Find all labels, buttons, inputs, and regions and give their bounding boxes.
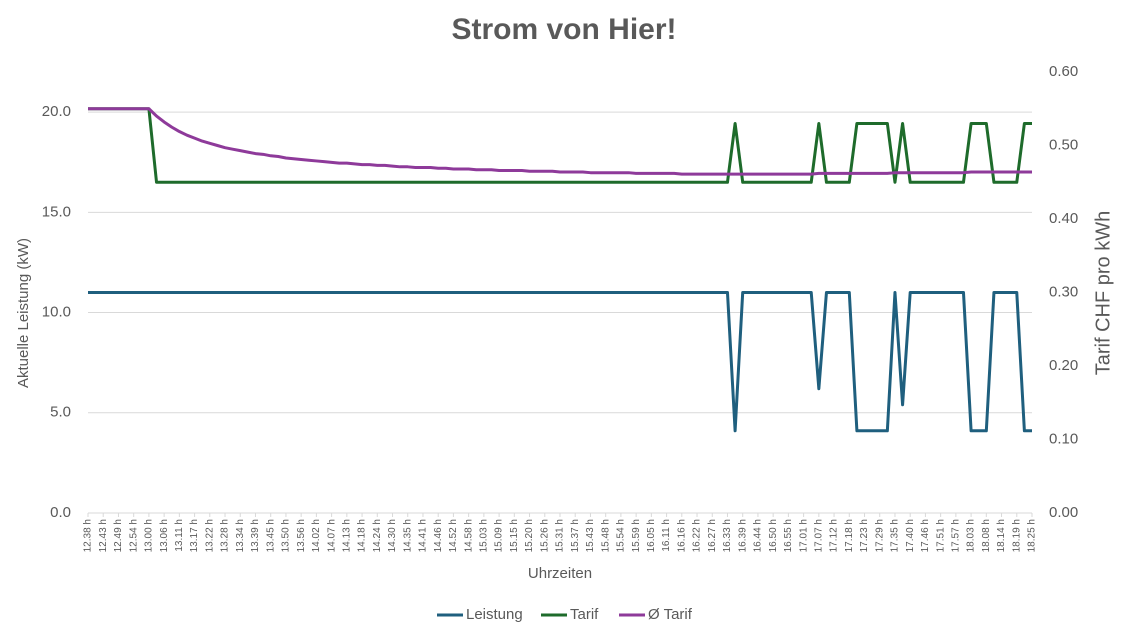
- x-tick-label: 18.03 h: [966, 519, 977, 552]
- y-tick-label: 20.0: [42, 103, 71, 120]
- y2-tick-label: 0.40: [1049, 210, 1078, 227]
- x-tick-label: 18.25 h: [1027, 519, 1038, 552]
- x-tick-label: 13.06 h: [159, 519, 170, 552]
- x-tick-label: 14.52 h: [448, 519, 459, 552]
- x-tick-label: 16.33 h: [722, 519, 733, 552]
- x-tick-label: 15.26 h: [539, 519, 550, 552]
- x-tick-label: 17.51 h: [935, 519, 946, 552]
- series-line: [88, 107, 1032, 176]
- x-tick-label: 12.38 h: [83, 519, 94, 552]
- x-tick-label: 16.44 h: [753, 519, 764, 552]
- x-tick-label: 18.08 h: [981, 519, 992, 552]
- x-tick-label: 13.39 h: [250, 519, 261, 552]
- x-tick-label: 16.05 h: [646, 519, 657, 552]
- x-tick-label: 14.24 h: [372, 519, 383, 552]
- x-tick-label: 13.56 h: [296, 519, 307, 552]
- x-tick-label: 16.55 h: [783, 519, 794, 552]
- y2-tick-label: 0.20: [1049, 357, 1078, 374]
- x-tick-label: 18.19 h: [1011, 519, 1022, 552]
- x-tick-label: 17.29 h: [874, 519, 885, 552]
- x-tick-label: 15.37 h: [570, 519, 581, 552]
- x-tick-label: 16.50 h: [768, 519, 779, 552]
- x-tick-label: 13.45 h: [265, 519, 276, 552]
- x-tick-label: 15.03 h: [479, 519, 490, 552]
- y2-tick-label: 0.30: [1049, 283, 1078, 300]
- y2-tick-label: 0.60: [1049, 63, 1078, 80]
- x-tick-label: 15.59 h: [631, 519, 642, 552]
- x-tick-label: 17.57 h: [951, 519, 962, 552]
- y-tick-label: 15.0: [42, 203, 71, 220]
- x-tick-label: 14.18 h: [357, 519, 368, 552]
- x-tick-label: 16.39 h: [737, 519, 748, 552]
- x-tick-label: 17.23 h: [859, 519, 870, 552]
- x-tick-label: 13.28 h: [220, 519, 231, 552]
- y2-axis-title: Tarif CHF pro kWh: [1092, 211, 1114, 375]
- x-tick-label: 16.22 h: [692, 519, 703, 552]
- y-tick-label: 5.0: [50, 404, 71, 421]
- x-tick-label: 14.13 h: [341, 519, 352, 552]
- x-tick-label: 13.00 h: [144, 519, 155, 552]
- chart-title: Strom von Hier!: [451, 13, 676, 46]
- x-tick-label: 15.43 h: [585, 519, 596, 552]
- y-tick-label: 10.0: [42, 304, 71, 321]
- legend-label: Ø Tarif: [648, 606, 693, 623]
- x-tick-label: 17.46 h: [920, 519, 931, 552]
- x-tick-label: 15.54 h: [616, 519, 627, 552]
- x-tick-label: 17.40 h: [905, 519, 916, 552]
- y-axis-title: Aktuelle Leistung (kW): [15, 238, 32, 388]
- x-tick-label: 12.49 h: [113, 519, 124, 552]
- x-tick-label: 13.17 h: [189, 519, 200, 552]
- legend-label: Leistung: [466, 606, 523, 623]
- series-line: [88, 107, 1032, 184]
- x-tick-label: 14.46 h: [433, 519, 444, 552]
- x-tick-label: 17.35 h: [890, 519, 901, 552]
- x-tick-label: 13.34 h: [235, 519, 246, 552]
- x-tick-label: 13.22 h: [204, 519, 215, 552]
- x-tick-label: 14.02 h: [311, 519, 322, 552]
- x-tick-label: 16.27 h: [707, 519, 718, 552]
- x-tick-label: 16.11 h: [661, 519, 672, 552]
- x-tick-label: 15.31 h: [555, 519, 566, 552]
- legend-label: Tarif: [570, 606, 599, 623]
- x-tick-label: 12.54 h: [128, 519, 139, 552]
- y2-tick-label: 0.00: [1049, 504, 1078, 521]
- x-tick-label: 17.12 h: [829, 519, 840, 552]
- x-tick-label: 12.43 h: [98, 519, 109, 552]
- x-tick-label: 14.58 h: [463, 519, 474, 552]
- x-tick-label: 17.07 h: [813, 519, 824, 552]
- y-tick-label: 0.0: [50, 504, 71, 521]
- y2-tick-label: 0.50: [1049, 136, 1078, 153]
- y2-tick-label: 0.10: [1049, 430, 1078, 447]
- x-axis-title: Uhrzeiten: [528, 565, 592, 582]
- x-tick-label: 17.18 h: [844, 519, 855, 552]
- x-tick-label: 14.41 h: [418, 519, 429, 552]
- x-tick-label: 17.01 h: [798, 519, 809, 552]
- x-tick-label: 15.09 h: [494, 519, 505, 552]
- x-tick-label: 18.14 h: [996, 519, 1007, 552]
- x-tick-label: 15.15 h: [509, 519, 520, 552]
- x-tick-label: 15.20 h: [524, 519, 535, 552]
- x-tick-label: 14.35 h: [402, 519, 413, 552]
- x-tick-label: 14.30 h: [387, 519, 398, 552]
- x-tick-label: 14.07 h: [326, 519, 337, 552]
- x-tick-label: 15.48 h: [600, 519, 611, 552]
- x-tick-label: 16.16 h: [676, 519, 687, 552]
- x-tick-label: 13.11 h: [174, 519, 185, 552]
- series-line: [88, 291, 1032, 433]
- x-tick-label: 13.50 h: [281, 519, 292, 552]
